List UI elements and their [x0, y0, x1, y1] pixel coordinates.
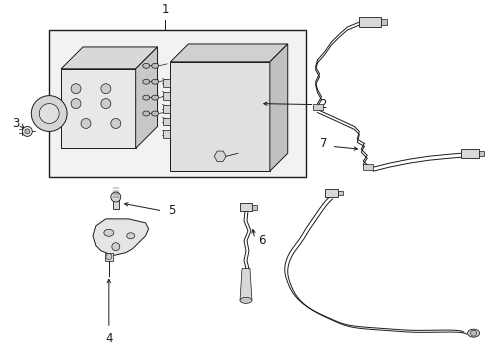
Bar: [49, 30, 305, 177]
Circle shape: [71, 84, 81, 94]
Text: 2: 2: [319, 98, 326, 111]
Bar: [240, 203, 251, 211]
Circle shape: [111, 118, 121, 129]
Bar: [460, 149, 478, 158]
Circle shape: [111, 192, 121, 202]
Text: 3: 3: [12, 117, 19, 130]
Polygon shape: [269, 44, 287, 171]
Bar: [338, 191, 343, 195]
Polygon shape: [240, 269, 251, 300]
Bar: [182, 74, 257, 138]
Circle shape: [105, 254, 112, 260]
Bar: [380, 19, 386, 25]
Text: 5: 5: [168, 204, 176, 217]
Ellipse shape: [142, 95, 149, 100]
Circle shape: [71, 99, 81, 109]
Bar: [113, 197, 119, 209]
Bar: [359, 17, 380, 27]
Polygon shape: [61, 69, 135, 148]
Bar: [312, 104, 322, 109]
Circle shape: [112, 243, 120, 251]
Ellipse shape: [240, 297, 251, 303]
Text: 6: 6: [257, 234, 265, 247]
Text: 7: 7: [319, 137, 327, 150]
Ellipse shape: [103, 229, 114, 236]
Ellipse shape: [151, 79, 158, 84]
Bar: [162, 79, 170, 87]
Bar: [324, 189, 338, 197]
Ellipse shape: [142, 63, 149, 68]
Circle shape: [101, 99, 111, 109]
Circle shape: [81, 118, 91, 129]
Polygon shape: [93, 219, 148, 256]
Bar: [162, 92, 170, 100]
Polygon shape: [135, 47, 157, 148]
Circle shape: [39, 104, 59, 123]
Polygon shape: [61, 47, 157, 69]
Polygon shape: [214, 151, 225, 161]
Circle shape: [22, 126, 32, 136]
Text: 1: 1: [162, 3, 169, 16]
Polygon shape: [104, 253, 113, 261]
Bar: [478, 151, 483, 156]
Bar: [162, 130, 170, 138]
Bar: [251, 205, 256, 210]
Polygon shape: [170, 44, 287, 62]
Ellipse shape: [151, 95, 158, 100]
Circle shape: [25, 129, 30, 134]
Ellipse shape: [142, 79, 149, 84]
Bar: [162, 105, 170, 113]
Bar: [162, 117, 170, 125]
Text: 4: 4: [105, 332, 112, 345]
Ellipse shape: [467, 329, 479, 337]
Circle shape: [31, 96, 67, 131]
Circle shape: [469, 330, 476, 336]
Ellipse shape: [142, 111, 149, 116]
Polygon shape: [170, 62, 269, 171]
Circle shape: [101, 84, 111, 94]
Ellipse shape: [151, 63, 158, 68]
Ellipse shape: [126, 233, 134, 239]
Bar: [363, 164, 372, 170]
Ellipse shape: [151, 111, 158, 116]
